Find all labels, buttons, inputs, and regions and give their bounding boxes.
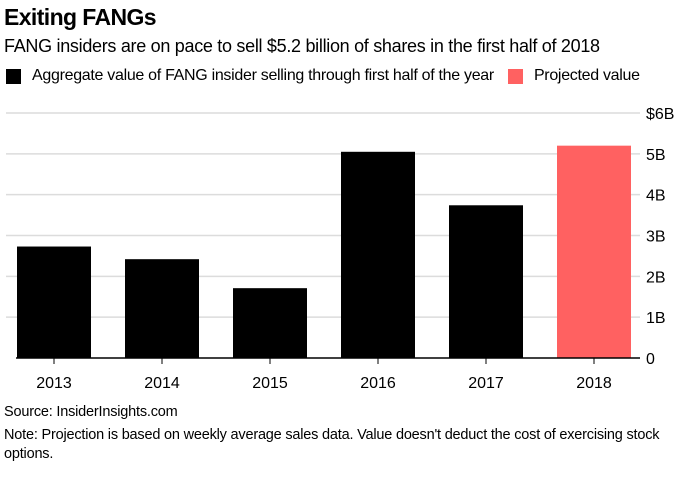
- bar-actual-2016: [341, 151, 415, 358]
- y-tick-label: 4B: [646, 188, 666, 205]
- x-tick-label: 2018: [576, 375, 612, 392]
- bar-actual-2013: [17, 246, 91, 358]
- legend-label-actual: Aggregate value of FANG insider selling …: [32, 67, 494, 84]
- y-tick-label: 0: [646, 351, 655, 368]
- x-tick-label: 2017: [468, 375, 504, 392]
- bar-projected-2018: [557, 145, 631, 358]
- y-tick-label: 2B: [646, 269, 666, 286]
- y-tick-label: $6B: [646, 106, 674, 123]
- y-tick-label: 5B: [646, 147, 666, 164]
- legend-item-projected: Projected value: [507, 67, 640, 85]
- legend-swatch-actual: [6, 68, 21, 84]
- x-tick-label: 2013: [36, 375, 72, 392]
- bar-actual-2014: [125, 259, 199, 358]
- legend-swatch-projected: [507, 68, 523, 84]
- legend-label-projected: Projected value: [533, 67, 640, 84]
- note-text: Note: Projection is based on weekly aver…: [4, 427, 660, 462]
- bar-actual-2015: [233, 288, 307, 358]
- source-text: Source: InsiderInsights.com: [4, 404, 178, 420]
- y-tick-label: 3B: [646, 229, 666, 246]
- legend: Aggregate value of FANG insider selling …: [6, 67, 654, 85]
- x-tick-label: 2016: [360, 375, 396, 392]
- legend-item-actual: Aggregate value of FANG insider selling …: [6, 67, 494, 85]
- chart-subtitle: FANG insiders are on pace to sell $5.2 b…: [4, 36, 600, 56]
- y-tick-label: 1B: [646, 310, 666, 327]
- chart-title: Exiting FANGs: [4, 4, 157, 30]
- x-tick-label: 2015: [252, 375, 288, 392]
- bar-actual-2017: [449, 205, 523, 358]
- x-tick-label: 2014: [144, 375, 180, 392]
